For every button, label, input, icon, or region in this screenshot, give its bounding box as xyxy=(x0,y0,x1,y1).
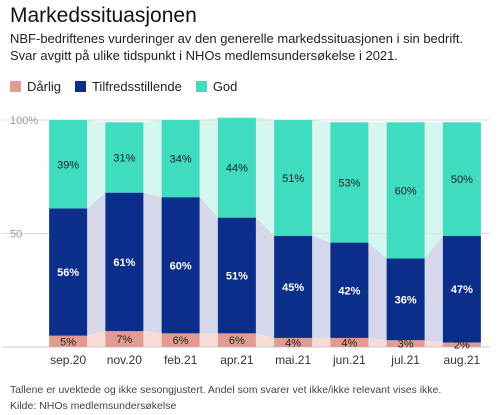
legend-item-tilfredsstillende: Tilfredsstillende xyxy=(74,79,182,94)
data-label: 56% xyxy=(57,267,79,279)
connector-band xyxy=(199,117,218,218)
connector-band xyxy=(87,192,106,336)
legend-label-tilfredsstillende: Tilfredsstillende xyxy=(91,79,182,94)
data-label: 31% xyxy=(113,152,135,164)
connector-band xyxy=(312,235,331,338)
bar-segment xyxy=(49,120,88,209)
connector-band xyxy=(143,331,162,347)
connector-band xyxy=(424,235,443,343)
bar-segment xyxy=(386,258,425,341)
legend-item-darlig: Dårlig xyxy=(10,79,61,94)
bar-segment xyxy=(330,122,369,243)
bar-segment xyxy=(274,235,313,338)
data-label: 51% xyxy=(282,173,304,185)
data-label: 4% xyxy=(341,337,357,349)
connector-band xyxy=(87,331,106,347)
connector-band xyxy=(312,120,331,243)
bar-segment xyxy=(105,331,144,347)
bar-segment xyxy=(49,208,88,336)
x-tick-label: feb.21 xyxy=(164,353,198,367)
connector-band xyxy=(87,120,106,209)
data-label: 6% xyxy=(229,335,245,347)
data-label: 6% xyxy=(173,335,189,347)
bar-segment xyxy=(161,197,200,334)
data-label: 60% xyxy=(170,260,192,272)
bar-segment xyxy=(161,120,200,198)
x-tick-label: nov.20 xyxy=(107,353,142,367)
data-label: 4% xyxy=(285,337,301,349)
x-tick-label: jul.21 xyxy=(390,353,420,367)
data-label: 2% xyxy=(454,340,470,352)
bar-segment xyxy=(217,333,256,347)
legend-item-god: God xyxy=(195,79,238,94)
bar-segment xyxy=(217,217,256,334)
connector-band xyxy=(255,217,275,338)
bar-segment xyxy=(49,335,88,347)
connector-band xyxy=(143,192,162,334)
legend-label-darlig: Dårlig xyxy=(27,79,61,94)
data-label: 47% xyxy=(451,284,473,296)
bar-segment xyxy=(274,337,313,347)
bar-segment xyxy=(330,242,369,338)
x-tick-label: mai.21 xyxy=(275,353,311,367)
legend-swatch-tilfredsstillende xyxy=(74,81,86,92)
chart-subtitle: NBF-bedriftenes vurderinger av den gener… xyxy=(10,31,464,63)
bar-segment xyxy=(161,333,200,347)
data-label: 39% xyxy=(57,159,79,171)
connector-band xyxy=(424,122,443,259)
connector-band xyxy=(312,337,331,347)
data-label: 42% xyxy=(338,285,360,297)
data-label: 3% xyxy=(398,339,414,351)
connector-band xyxy=(255,117,275,236)
connector-band xyxy=(199,197,218,334)
connector-band xyxy=(368,122,387,259)
bar-segment xyxy=(105,122,144,193)
footnote: Tallene er uvektede og ikke sesongjuster… xyxy=(10,384,442,396)
bar-segment xyxy=(274,120,313,236)
legend-swatch-god xyxy=(195,81,207,92)
data-label: 45% xyxy=(282,282,304,294)
data-label: 34% xyxy=(170,154,192,166)
connector-band xyxy=(143,120,162,198)
y-tick-label: 100% xyxy=(10,115,38,127)
x-tick-label: apr.21 xyxy=(220,353,254,367)
bar-segment xyxy=(442,342,481,347)
connector-band xyxy=(199,333,218,347)
data-label: 51% xyxy=(226,270,248,282)
bar-segment xyxy=(442,235,481,343)
data-label: 50% xyxy=(451,174,473,186)
connector-band xyxy=(255,333,275,347)
legend-label-god: God xyxy=(212,79,238,94)
bar-segment xyxy=(386,122,425,259)
chart-title: Markedssituasjonen xyxy=(10,4,197,27)
bar-segment xyxy=(330,337,369,347)
x-tick-label: jun.21 xyxy=(332,353,366,367)
legend: Dårlig Tilfredsstillende God xyxy=(10,79,251,94)
connector-band xyxy=(368,337,387,347)
stacked-bar-chart: 5% 56% 39% 7% 61% 31% 6% 60% 34% 6% 51% 44% 4% 45% 51%… xyxy=(2,115,490,367)
source: Kilde: NHOs medlemsundersøkelse xyxy=(10,400,177,412)
data-label: 36% xyxy=(395,294,417,306)
bar-segment xyxy=(105,192,144,332)
data-label: 61% xyxy=(113,257,135,269)
data-label: 60% xyxy=(395,185,417,197)
legend-swatch-darlig xyxy=(10,81,21,92)
bar-segment xyxy=(442,122,481,236)
data-label: 44% xyxy=(226,163,248,175)
bar-segment xyxy=(386,340,425,347)
x-tick-label: sep.20 xyxy=(50,353,86,367)
y-tick-label: 50 xyxy=(10,229,22,241)
connector-band xyxy=(424,340,443,347)
x-tick-label: aug.21 xyxy=(444,353,481,367)
data-label: 5% xyxy=(60,336,76,348)
connector-band xyxy=(368,242,387,341)
data-label: 53% xyxy=(338,177,360,189)
data-label: 7% xyxy=(116,334,132,346)
bar-segment xyxy=(217,117,256,218)
